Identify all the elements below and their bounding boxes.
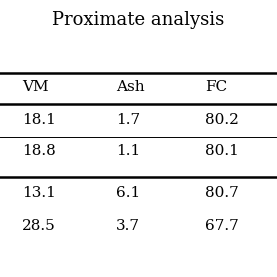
Text: Proximate analysis: Proximate analysis <box>52 11 225 29</box>
Text: 67.7: 67.7 <box>205 219 239 233</box>
Text: 6.1: 6.1 <box>116 186 141 199</box>
Text: 13.1: 13.1 <box>22 186 56 199</box>
Text: 1.1: 1.1 <box>116 144 141 158</box>
Text: FC: FC <box>205 80 227 94</box>
Text: 80.2: 80.2 <box>205 114 239 127</box>
Text: 80.7: 80.7 <box>205 186 239 199</box>
Text: 1.7: 1.7 <box>116 114 140 127</box>
Text: 18.8: 18.8 <box>22 144 56 158</box>
Text: 18.1: 18.1 <box>22 114 56 127</box>
Text: 28.5: 28.5 <box>22 219 56 233</box>
Text: 80.1: 80.1 <box>205 144 239 158</box>
Text: VM: VM <box>22 80 49 94</box>
Text: Ash: Ash <box>116 80 145 94</box>
Text: 3.7: 3.7 <box>116 219 140 233</box>
